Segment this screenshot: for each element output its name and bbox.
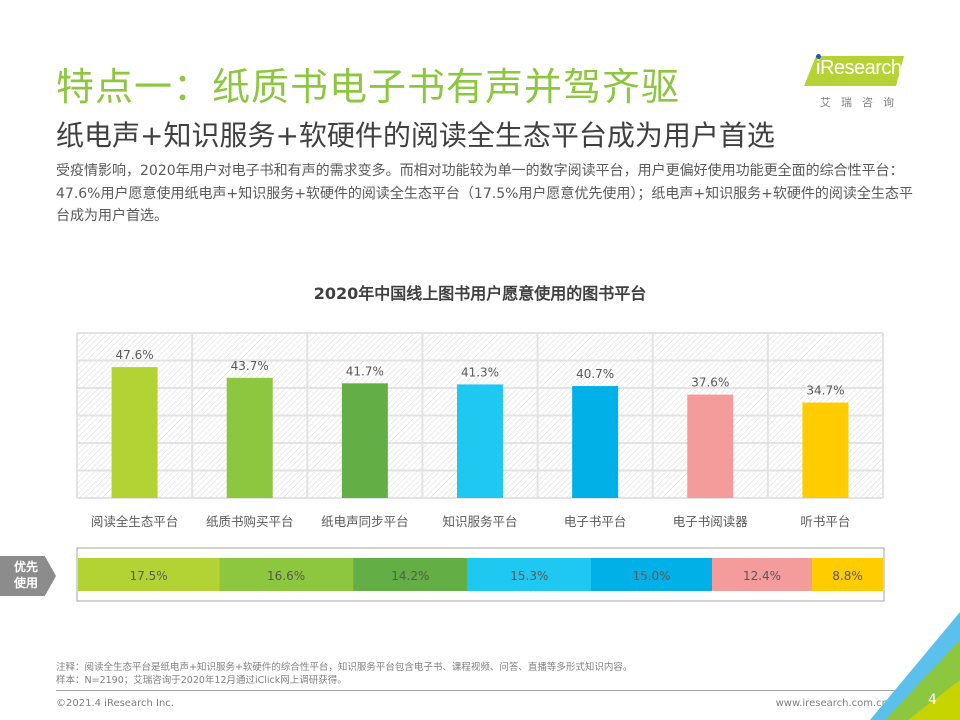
- page-title: 特点一：纸质书电子书有声并驾齐驱: [56, 65, 681, 109]
- bar: [457, 384, 503, 498]
- logo-flag-icon: [804, 56, 904, 86]
- bar: [802, 402, 849, 498]
- bar: [572, 386, 619, 498]
- stack-segment-label: 16.6%: [267, 569, 305, 583]
- bar: [111, 367, 158, 498]
- category-label: 阅读全生态平台: [91, 514, 179, 529]
- page-subtitle: 纸电声+知识服务+软硬件的阅读全生态平台成为用户首选: [56, 119, 775, 152]
- footnote-note: 注释：阅读全生态平台是纸电声+知识服务+软硬件的综合性平台，知识服务平台包含电子…: [56, 662, 633, 673]
- priority-tag-label: 优先使用: [13, 560, 38, 590]
- category-label: 纸质书购买平台: [206, 514, 294, 529]
- logo-dot-icon: [816, 54, 821, 59]
- category-label: 纸电声同步平台: [321, 514, 409, 529]
- bar: [341, 383, 388, 498]
- stack-segment-label: 17.5%: [130, 569, 168, 583]
- stack-segment: [353, 558, 468, 591]
- stack-segment-label: 15.0%: [632, 569, 670, 583]
- bar-value-label: 41.3%: [461, 365, 499, 379]
- description-text: 受疫情影响，2020年用户对电子书和有声的需求变多。而相对功能较为单一的数字阅读…: [56, 163, 913, 224]
- stack-segment: [219, 558, 354, 591]
- bar-value-label: 41.7%: [346, 364, 384, 378]
- category-label: 知识服务平台: [442, 514, 517, 529]
- stack-segment-label: 14.2%: [391, 569, 429, 583]
- category-label: 听书平台: [800, 514, 850, 529]
- bar-value-label: 34.7%: [806, 384, 844, 398]
- footnote-sample: 样本：N=2190；艾瑞咨询于2020年12月通过iClick网上调研获得。: [56, 675, 347, 686]
- copyright: ©2021.4 iResearch Inc.: [56, 698, 174, 709]
- chart-title: 2020年中国线上图书用户愿意使用的图书平台: [313, 284, 647, 303]
- bar-value-label: 37.6%: [691, 376, 729, 390]
- logo-cn-text: 艾瑞咨询: [820, 96, 904, 109]
- stack-segment: [711, 558, 813, 591]
- priority-tag-arrow: [0, 556, 56, 596]
- page-number: 4: [928, 692, 937, 708]
- bar: [226, 377, 273, 498]
- stack-segment: [467, 558, 592, 591]
- stack-segment: [78, 558, 220, 591]
- bar-value-label: 40.7%: [576, 367, 614, 381]
- stack-segment-label: 12.4%: [743, 569, 781, 583]
- stack-segment-label: 15.3%: [510, 569, 548, 583]
- website-link[interactable]: www.iresearch.com.cn: [775, 698, 888, 709]
- footer-divider: [56, 690, 896, 691]
- stack-segment-label: 8.8%: [832, 569, 863, 583]
- bar-value-label: 47.6%: [116, 348, 154, 362]
- stack-segment: [591, 558, 712, 591]
- iresearch-logo: iResearch 艾瑞咨询: [790, 52, 920, 112]
- bar: [687, 394, 734, 498]
- stack-segment: [812, 558, 883, 591]
- bar-value-label: 43.7%: [231, 359, 269, 373]
- footnote: 注释：阅读全生态平台是纸电声+知识服务+软硬件的综合性平台，知识服务平台包含电子…: [56, 661, 632, 687]
- category-label: 电子书阅读器: [673, 514, 749, 529]
- logo-brand-text: iResearch: [816, 57, 902, 79]
- category-label: 电子书平台: [564, 514, 627, 529]
